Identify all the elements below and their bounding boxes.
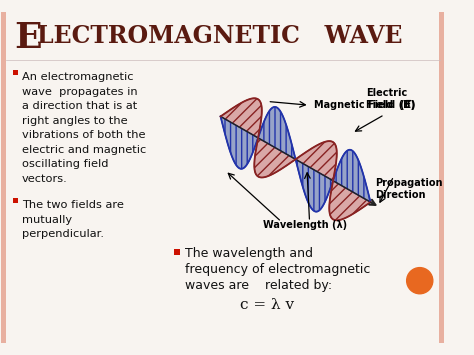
Text: right angles to the: right angles to the (22, 116, 128, 126)
Circle shape (407, 268, 433, 294)
Text: waves are    related by:: waves are related by: (185, 279, 332, 292)
Polygon shape (333, 150, 371, 202)
Text: Electric
Field  (E̅): Electric Field (E̅) (366, 88, 416, 110)
Polygon shape (329, 181, 371, 220)
Bar (13, 198, 18, 203)
Polygon shape (255, 138, 295, 178)
Bar (1, 12, 6, 343)
Text: The two fields are: The two fields are (22, 200, 124, 211)
Text: wave  propagates in: wave propagates in (22, 87, 137, 97)
Text: a direction that is at: a direction that is at (22, 102, 137, 111)
Bar (174, 249, 180, 255)
Text: Wavelength (λ): Wavelength (λ) (263, 220, 347, 230)
Text: Propagation
Direction: Propagation Direction (375, 178, 443, 200)
Polygon shape (296, 141, 337, 181)
Polygon shape (220, 116, 258, 169)
Text: oscillating field: oscillating field (22, 159, 109, 169)
Text: perpendicular.: perpendicular. (22, 229, 104, 239)
Bar (13, 70, 18, 75)
Text: mutually: mutually (22, 215, 72, 225)
Text: vibrations of both the: vibrations of both the (22, 130, 146, 140)
Polygon shape (258, 107, 295, 159)
Text: LECTROMAGNETIC   WAVE: LECTROMAGNETIC WAVE (37, 24, 402, 48)
Text: frequency of electromagnetic: frequency of electromagnetic (185, 263, 371, 276)
Text: electric and magnetic: electric and magnetic (22, 145, 146, 155)
Text: c = λ v: c = λ v (239, 299, 293, 312)
Text: An electromagnetic: An electromagnetic (22, 72, 134, 82)
Bar (439, 12, 444, 343)
Text: Magnetic Field (B⃗): Magnetic Field (B⃗) (314, 100, 415, 110)
Polygon shape (220, 98, 262, 138)
Text: E: E (15, 21, 42, 55)
Polygon shape (296, 159, 333, 212)
Text: The wavelength and: The wavelength and (185, 247, 313, 260)
Text: vectors.: vectors. (22, 174, 68, 184)
